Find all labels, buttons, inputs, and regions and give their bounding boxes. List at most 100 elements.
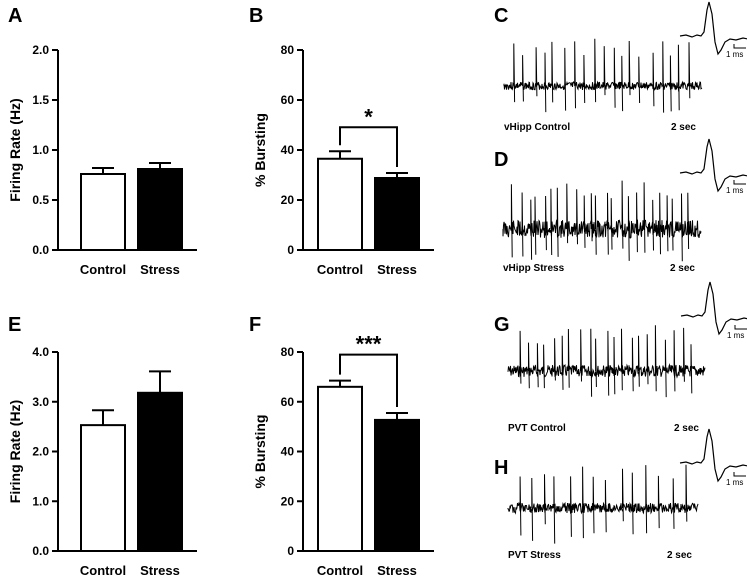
- x-category-label: Stress: [377, 563, 417, 578]
- trace-label-c: vHipp Control: [504, 122, 570, 133]
- spike: [685, 464, 688, 522]
- x-category-label: Stress: [140, 563, 180, 578]
- y-tick-label: 80: [281, 43, 295, 57]
- panel-letter-f: F: [249, 314, 261, 336]
- significance-bracket: [339, 126, 398, 167]
- waveform-c: [679, 1, 747, 56]
- spike: [645, 465, 648, 534]
- spike: [583, 54, 586, 104]
- spike: [521, 192, 524, 257]
- spike: [652, 52, 655, 107]
- spike: [688, 42, 691, 99]
- y-tick-label: 20: [281, 193, 295, 207]
- spike: [690, 344, 693, 394]
- y-axis-title-f: % Bursting: [252, 415, 268, 489]
- spike: [681, 193, 683, 262]
- spike: [622, 468, 624, 522]
- spike: [582, 466, 584, 539]
- time-scale-label: 2 sec: [670, 263, 695, 274]
- x-category-label: Stress: [140, 262, 180, 277]
- spike: [592, 476, 595, 534]
- time-scale-label: 2 sec: [674, 423, 699, 434]
- waveform-scale-bar: [733, 180, 746, 185]
- waveform-h: [679, 428, 747, 483]
- spike: [554, 338, 556, 381]
- trace-panel-h: 1 ms PVT Stress 2 sec: [507, 428, 747, 561]
- spike: [631, 472, 634, 535]
- spike: [638, 335, 640, 387]
- spike: [534, 196, 537, 255]
- spike: [643, 182, 646, 253]
- x-category-label: Control: [317, 563, 363, 578]
- bar-stress: [374, 418, 420, 552]
- waveform-scale-bar: [733, 472, 746, 477]
- y-tick-label: 0: [287, 544, 294, 558]
- spike: [627, 196, 630, 261]
- trace-label-g: PVT Control: [508, 423, 566, 434]
- spike: [610, 198, 613, 250]
- y-tick-label: 0.0: [32, 243, 49, 257]
- panel-letter-b: B: [249, 5, 263, 27]
- spike: [683, 327, 685, 382]
- spike: [550, 188, 553, 256]
- significance-bracket: [339, 353, 398, 407]
- waveform-g: [680, 281, 747, 336]
- spike: [595, 338, 597, 388]
- spike: [545, 195, 547, 251]
- bar-stress: [137, 391, 183, 553]
- trace-noise-h: [507, 501, 699, 515]
- spike: [564, 47, 567, 111]
- spike: [687, 192, 690, 250]
- spike: [613, 336, 616, 395]
- spike: [531, 477, 534, 541]
- y-tick-label: 0.5: [32, 193, 49, 207]
- y-tick-label: 2.0: [32, 445, 49, 459]
- spike: [567, 328, 570, 388]
- y-axis-title-b: % Bursting: [252, 113, 268, 187]
- y-tick-label: 80: [281, 345, 295, 359]
- spike: [664, 339, 667, 398]
- y-axis-title-a: Firing Rate (Hz): [7, 98, 23, 201]
- spike: [519, 330, 522, 384]
- spike: [543, 344, 545, 389]
- chart-panel-b: 0 20 40 60 80 % Bursting Control Stress *: [252, 43, 434, 277]
- spike: [672, 478, 675, 529]
- y-tick-label: 1.0: [32, 143, 49, 157]
- y-tick-label: 20: [281, 494, 295, 508]
- spike: [530, 199, 533, 260]
- waveform-scale-bar: [733, 44, 746, 49]
- spike: [666, 195, 669, 252]
- trace-noise-g: [507, 363, 706, 379]
- spike: [607, 330, 610, 396]
- spike: [553, 476, 556, 544]
- spike: [628, 40, 631, 96]
- x-category-label: Control: [80, 262, 126, 277]
- spike: [613, 47, 616, 108]
- spike: [594, 195, 597, 255]
- chart-panel-f: 0 20 40 60 80 % Bursting Control Stress ***: [252, 332, 434, 578]
- spike: [636, 192, 638, 253]
- spike: [522, 55, 524, 102]
- spike: [669, 55, 672, 112]
- bar-control: [317, 385, 363, 553]
- chart-panel-e: 0.0 1.0 2.0 3.0 4.0 Firing Rate (Hz) Control St…: [7, 345, 197, 578]
- waveform-scale-label: 1 ms: [726, 478, 743, 487]
- spike: [551, 41, 554, 103]
- y-axis-title-e: Firing Rate (Hz): [7, 400, 23, 503]
- spike: [544, 52, 547, 113]
- spike: [566, 183, 569, 244]
- spike: [576, 189, 578, 245]
- x-category-label: Control: [317, 262, 363, 277]
- spike: [673, 330, 676, 392]
- spike: [621, 328, 623, 391]
- bar-control: [80, 424, 126, 553]
- spike: [607, 192, 609, 255]
- spike: [621, 55, 624, 112]
- spike: [657, 475, 660, 529]
- panel-letter-a: A: [8, 5, 22, 27]
- spike: [535, 47, 538, 97]
- time-scale-label: 2 sec: [671, 122, 696, 133]
- spike: [603, 46, 606, 96]
- spike: [580, 329, 582, 382]
